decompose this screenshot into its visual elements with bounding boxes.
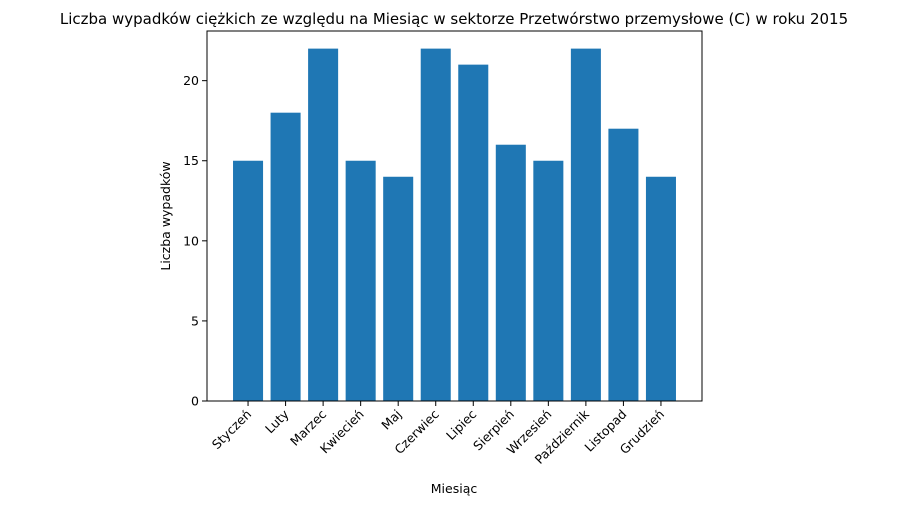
x-tick-label: Styczeń bbox=[209, 407, 254, 452]
y-tick-label: 10 bbox=[183, 233, 199, 248]
x-tick-label: Luty bbox=[262, 406, 292, 436]
plot-frame bbox=[206, 30, 703, 402]
chart-title: Liczba wypadków ciężkich ze względu na M… bbox=[60, 10, 848, 28]
bar-2 bbox=[270, 112, 301, 402]
bar-11 bbox=[608, 128, 639, 401]
x-tick-label: Maj bbox=[378, 407, 404, 433]
bar-1 bbox=[233, 160, 264, 401]
bar-3 bbox=[308, 48, 339, 401]
bar-10 bbox=[570, 48, 601, 401]
x-axis-label: Miesiąc bbox=[431, 481, 478, 496]
x-tick-label: Lipiec bbox=[443, 406, 479, 442]
y-axis: 0 5 10 15 20 bbox=[183, 73, 207, 409]
y-tick-label: 20 bbox=[183, 73, 199, 88]
bars-group bbox=[233, 48, 676, 402]
bar-5 bbox=[383, 176, 414, 401]
y-tick-label: 0 bbox=[191, 394, 199, 409]
bar-8 bbox=[495, 144, 526, 401]
y-tick-label: 15 bbox=[183, 153, 199, 168]
y-tick-label: 5 bbox=[191, 313, 199, 328]
bar-12 bbox=[645, 176, 676, 401]
y-axis-label: Liczba wypadków bbox=[158, 161, 173, 270]
bar-6 bbox=[420, 48, 451, 401]
bar-4 bbox=[345, 160, 376, 401]
bar-7 bbox=[458, 64, 489, 402]
bar-9 bbox=[533, 160, 564, 401]
